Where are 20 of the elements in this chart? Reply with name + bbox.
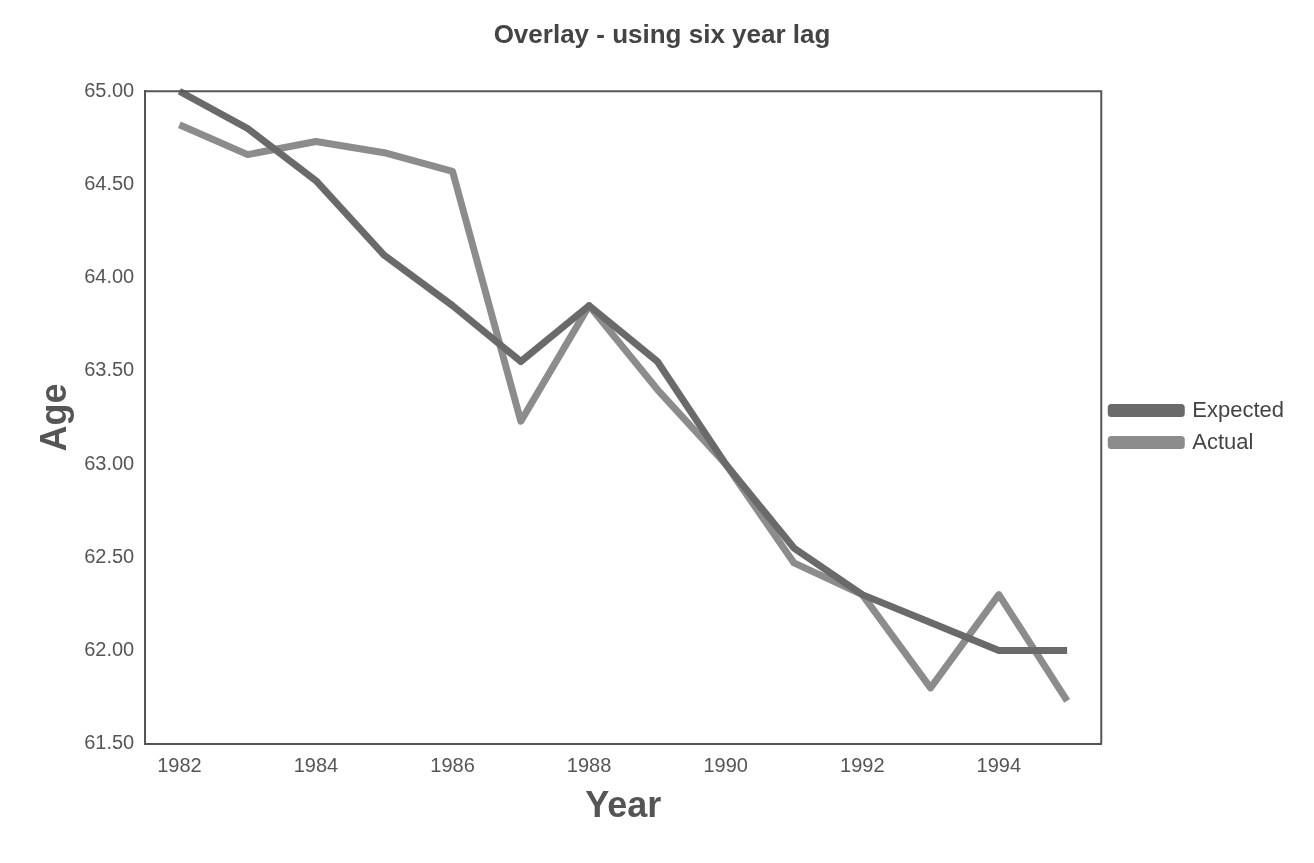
x-tick-label: 1984: [293, 754, 339, 777]
y-tick-label: 62.50: [84, 544, 135, 567]
x-tick-label: 1982: [157, 754, 202, 777]
y-tick-label: 64.00: [84, 265, 135, 288]
y-tick-label: 63.00: [84, 451, 135, 474]
x-tick-label: 1992: [840, 754, 885, 777]
y-tick-label: 61.50: [84, 731, 135, 754]
y-tick-label: 63.50: [84, 358, 135, 381]
legend-label: Actual: [1192, 428, 1254, 454]
x-tick-label: 1994: [976, 754, 1022, 777]
y-tick-label: 64.50: [84, 171, 135, 194]
x-tick-label: 1986: [430, 754, 475, 777]
y-axis-title: Age: [32, 383, 74, 452]
y-tick-label: 65.00: [84, 78, 135, 101]
x-axis-title: Year: [585, 784, 662, 826]
chart-title: Overlay - using six year lag: [493, 18, 831, 49]
x-tick-label: 1990: [703, 754, 748, 777]
y-tick-label: 62.00: [84, 638, 135, 661]
legend-label: Expected: [1192, 396, 1285, 422]
x-tick-label: 1988: [566, 754, 612, 777]
